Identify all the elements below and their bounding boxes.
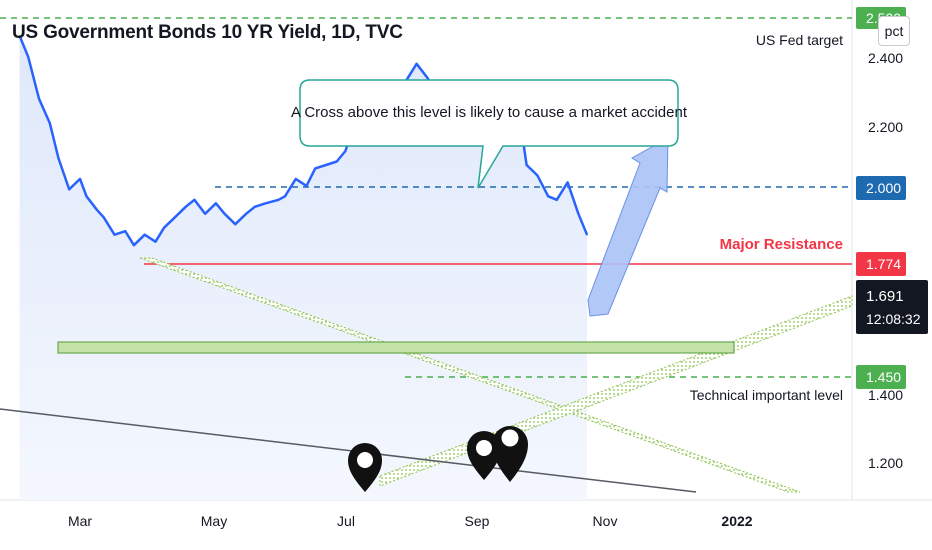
x-tick-sep: Sep [465, 513, 490, 529]
price-point-52 [536, 174, 539, 177]
price-point-21 [223, 213, 226, 215]
resistance-badge-text: 1.774 [866, 256, 901, 272]
price-point-23 [245, 213, 247, 215]
support-zone[interactable] [57, 341, 735, 354]
x-tick-jul: Jul [337, 513, 355, 529]
price-point-15 [163, 226, 165, 229]
price-point-40 [415, 63, 418, 65]
price-point-3 [49, 122, 51, 124]
price-point-33 [344, 150, 347, 152]
major-resistance-label: Major Resistance [720, 236, 843, 253]
price-point-6 [79, 178, 81, 180]
price-point-56 [577, 213, 580, 215]
price-point-10 [113, 233, 116, 236]
price-point-25 [264, 202, 267, 205]
price-point-28 [295, 178, 297, 180]
technical-level-label: Technical important level [690, 387, 843, 403]
price-point-53 [547, 195, 549, 198]
chart-title: US Government Bonds 10 YR Yield, 1D, TVC [12, 22, 403, 43]
fed-target-label: US Fed target [756, 32, 843, 48]
long-term-trend-line[interactable] [0, 408, 697, 493]
y-tick-2400: 2.400 [868, 50, 903, 66]
price-point-18 [193, 199, 196, 201]
price-point-29 [305, 185, 308, 187]
location-marker-jul[interactable] [348, 443, 382, 492]
y-tick-2200: 2.200 [868, 119, 903, 135]
price-point-22 [234, 223, 237, 225]
price-area-fill [19, 35, 588, 501]
level-2000-badge[interactable]: 2.000 [856, 176, 906, 200]
price-point-51 [525, 164, 528, 166]
location-marker-sep-2[interactable] [492, 426, 528, 482]
price-point-1 [27, 56, 30, 58]
price-point-41 [426, 77, 429, 79]
price-point-54 [556, 199, 558, 201]
x-tick-nov: Nov [593, 513, 618, 529]
y-tick-1400: 1.400 [868, 387, 903, 403]
price-point-27 [284, 195, 286, 198]
price-point-31 [325, 164, 327, 166]
price-point-5 [68, 188, 70, 191]
price-point-14 [154, 240, 157, 243]
percent-scale-button[interactable]: pct [878, 16, 910, 46]
x-tick-may: May [201, 513, 227, 529]
price-point-17 [184, 206, 187, 208]
price-point-24 [254, 206, 256, 208]
price-point-9 [102, 216, 105, 219]
last-price-badge[interactable]: 1.691 12:08:32 [856, 280, 928, 334]
callout-text: A Cross above this level is likely to ca… [291, 104, 688, 121]
price-point-55 [566, 181, 569, 184]
callout-bubble[interactable] [299, 79, 679, 189]
x-tick-mar: Mar [68, 513, 92, 529]
descending-trend-channel[interactable] [139, 257, 801, 493]
price-point-8 [96, 209, 99, 212]
price-point-7 [85, 195, 88, 198]
price-point-4 [57, 157, 60, 159]
price-point-13 [143, 233, 146, 236]
price-point-32 [336, 160, 338, 163]
level-2000-badge-text: 2.000 [866, 180, 901, 196]
countdown-text: 12:08:32 [866, 311, 921, 327]
technical-badge-text: 1.450 [866, 369, 901, 385]
price-point-26 [277, 199, 280, 201]
price-point-19 [204, 213, 206, 215]
last-price-text: 1.691 [866, 288, 904, 305]
price-point-0 [18, 35, 21, 37]
price-point-57 [586, 233, 588, 236]
x-tick-2022: 2022 [721, 513, 752, 529]
price-point-30 [314, 167, 317, 170]
resistance-badge[interactable]: 1.774 [856, 252, 906, 276]
price-point-16 [174, 216, 176, 219]
price-point-12 [133, 244, 135, 246]
price-point-20 [215, 202, 217, 205]
y-tick-1200: 1.200 [868, 455, 903, 471]
price-point-2 [38, 97, 40, 100]
technical-badge[interactable]: 1.450 [856, 365, 906, 389]
price-point-11 [124, 230, 127, 232]
